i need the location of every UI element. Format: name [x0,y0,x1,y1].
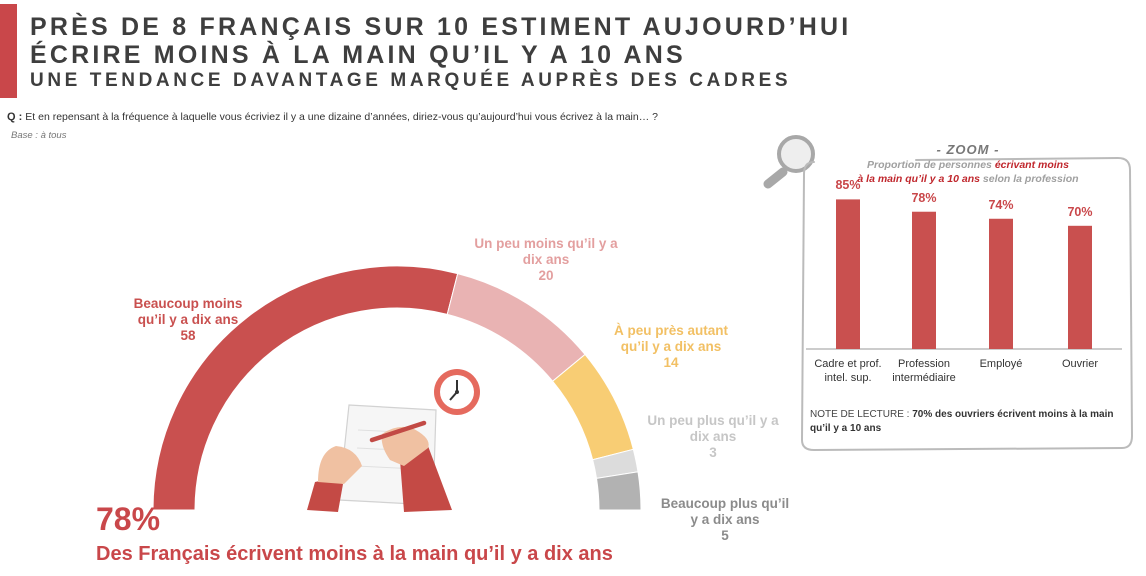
reading-note: NOTE DE LECTURE : 70% des ouvriers écriv… [810,408,1136,436]
zoom-bar [836,199,860,349]
question-prefix: Q : [7,111,23,123]
question-text: Et en repensant à la fréquence à laquell… [25,111,658,123]
clock-icon [434,369,480,415]
zoom-bar [989,218,1013,349]
zoom-title: - ZOOM - [936,142,1000,157]
magnifier-icon [763,135,815,189]
zoom-bar-value: 74% [988,197,1014,212]
zoom-bar-value: 85% [835,178,861,193]
zoom-bar [1068,225,1092,349]
zoom-bar [912,211,936,349]
segment-label-bit-more: Un peu plus qu’il y a dix ans 3 [647,413,779,460]
subtitle: UNE TENDANCE DAVANTAGE MARQUÉE AUPRÈS DE… [30,70,792,91]
zoom-bar-value: 70% [1067,204,1093,219]
summary-text: Des Français écrivent moins à la main qu… [96,543,613,565]
zoom-bar-value: 78% [911,190,937,205]
segment-much-more [595,471,642,511]
hands-writing-illustration [307,404,452,512]
base-note: Base : à tous [11,130,67,141]
title-line-2: ÉCRIRE MOINS À LA MAIN QU’IL Y A 10 ANS [30,41,686,69]
segment-label-same: À peu près autant qu’il y a dix ans 14 [613,323,729,370]
zoom-bar-category: Profession intermédiaire [892,358,956,384]
reading-note-text: 70% des ouvriers écrivent moins à la mai… [810,409,1114,434]
reading-note-prefix: NOTE DE LECTURE : [810,409,910,420]
segment-label-bit-less: Un peu moins qu’il y a dix ans 20 [474,236,618,283]
zoom-bar-category: Ouvrier [1061,358,1099,370]
zoom-bar-category: Employé [979,358,1023,370]
half-donut-chart [152,265,642,511]
zoom-panel-frame [800,156,1134,452]
zoom-bar-category: Cadre et prof. intel. sup. [814,358,882,384]
segment-label-much-more: Beaucoup plus qu’il y a dix ans 5 [660,496,790,543]
segment-label-much-less: Beaucoup moins qu’il y a dix ans 58 [133,296,243,343]
accent-bar [0,4,17,98]
summary-percentage: 78% [96,501,161,537]
title-line-1: PRÈS DE 8 FRANÇAIS SUR 10 ESTIMENT AUJOU… [30,13,852,41]
zoom-subtitle: Proportion de personnes écrivant moins à… [857,159,1079,185]
question: Q : Et en repensant à la fréquence à laqu… [7,111,658,123]
